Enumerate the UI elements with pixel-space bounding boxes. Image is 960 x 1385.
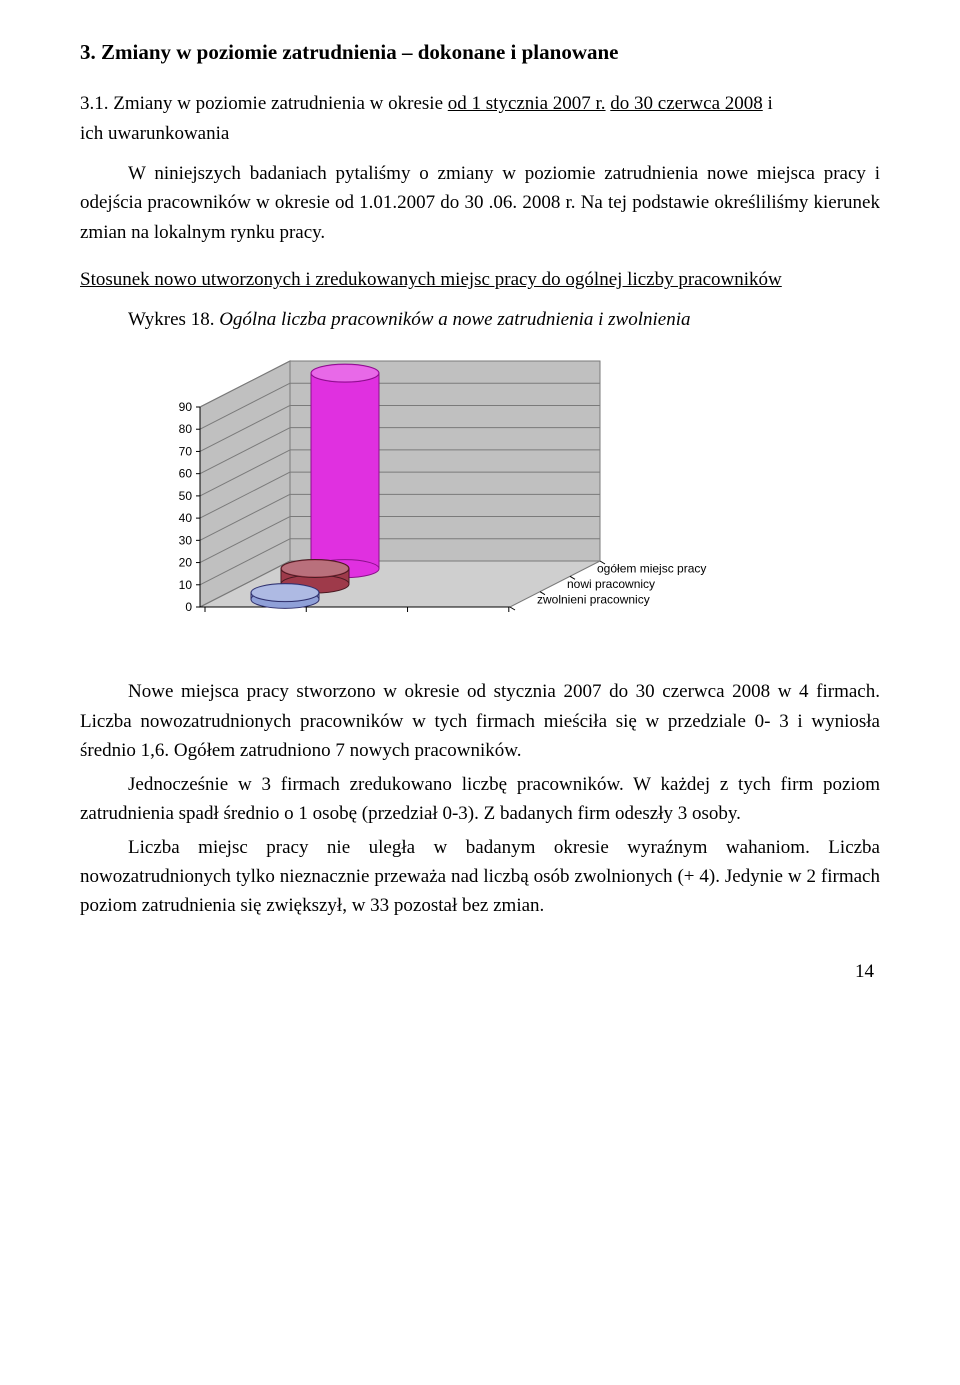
chart-caption: Wykres 18. Ogólna liczba pracowników a n… bbox=[128, 309, 880, 331]
chart-svg: 0 10 20 30 40 50 60 70 80 90 zwolnieni pracownicy n… bbox=[150, 357, 770, 637]
svg-text:70: 70 bbox=[179, 445, 193, 459]
heading-3-1-prefix: 3.1. Zmiany w poziomie zatrudnienia w ok… bbox=[80, 93, 448, 114]
heading-3-1-line2: ich uwarunkowania bbox=[80, 123, 880, 145]
heading-section-3: 3. Zmiany w poziomie zatrudnienia – doko… bbox=[80, 40, 880, 65]
svg-text:30: 30 bbox=[179, 534, 193, 548]
svg-text:80: 80 bbox=[179, 423, 193, 437]
chart-3d-cylinder: 0 10 20 30 40 50 60 70 80 90 zwolnieni pracownicy n… bbox=[150, 357, 770, 637]
svg-text:90: 90 bbox=[179, 400, 193, 414]
svg-text:20: 20 bbox=[179, 556, 193, 570]
document-page: 3. Zmiany w poziomie zatrudnienia – doko… bbox=[0, 0, 960, 1003]
svg-text:10: 10 bbox=[179, 578, 193, 592]
chart-caption-title: Ogólna liczba pracowników a nowe zatrudn… bbox=[219, 309, 690, 330]
svg-text:nowi pracownicy: nowi pracownicy bbox=[567, 577, 655, 591]
svg-text:zwolnieni pracownicy: zwolnieni pracownicy bbox=[537, 593, 650, 607]
svg-text:ogółem miejsc pracy: ogółem miejsc pracy bbox=[597, 562, 706, 576]
svg-text:60: 60 bbox=[179, 467, 193, 481]
chart-caption-label: Wykres 18. bbox=[128, 309, 219, 330]
paragraph-2: Nowe miejsca pracy stworzono w okresie o… bbox=[80, 677, 880, 765]
heading-3-1-date-to: do 30 czerwca 2008 bbox=[610, 93, 762, 114]
svg-text:0: 0 bbox=[185, 600, 192, 614]
paragraph-4: Liczba miejsc pracy nie uległa w badanym… bbox=[80, 833, 880, 921]
heading-3-1-tail: i bbox=[763, 93, 773, 114]
page-number: 14 bbox=[80, 961, 880, 983]
heading-section-3-1: 3.1. Zmiany w poziomie zatrudnienia w ok… bbox=[80, 93, 880, 115]
svg-text:40: 40 bbox=[179, 511, 193, 525]
svg-text:50: 50 bbox=[179, 489, 193, 503]
heading-3-1-date-from: od 1 stycznia 2007 r. bbox=[448, 93, 606, 114]
paragraph-3: Jednocześnie w 3 firmach zredukowano lic… bbox=[80, 770, 880, 829]
subsection-underlined: Stosunek nowo utworzonych i zredukowanyc… bbox=[80, 269, 880, 291]
paragraph-intro: W niniejszych badaniach pytaliśmy o zmia… bbox=[80, 159, 880, 247]
